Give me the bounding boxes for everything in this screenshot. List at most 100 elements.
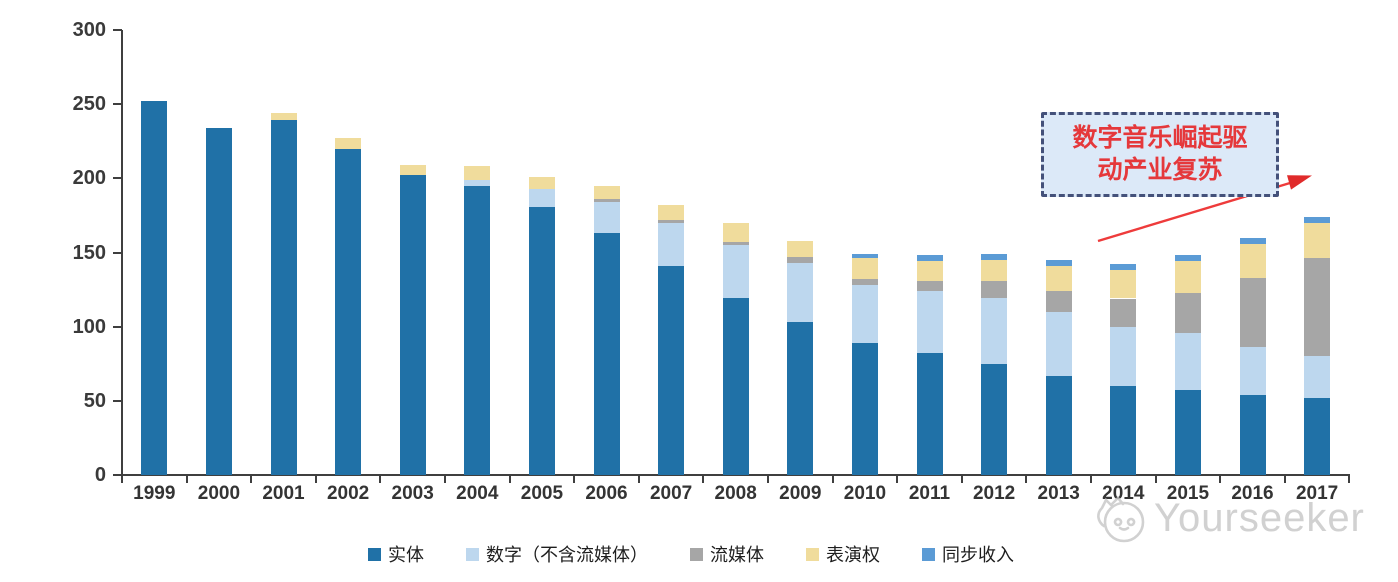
x-tick-label: 2012 [972, 483, 1016, 504]
bar-segment [399, 165, 426, 176]
bar-segment [1045, 375, 1072, 475]
x-tick-mark [1025, 474, 1028, 483]
bar-segment [658, 265, 685, 475]
bar-group-2012 [981, 254, 1008, 475]
bar-segment [787, 262, 814, 323]
x-tick-label: 2017 [1295, 483, 1339, 504]
x-tick-label: 2001 [262, 483, 305, 504]
legend-item: 表演权 [806, 541, 880, 567]
bar-segment [1304, 397, 1331, 475]
bar-segment [981, 259, 1008, 281]
bar-segment [528, 206, 555, 475]
x-tick-label: 2004 [456, 483, 499, 504]
y-tick-label: 50 [83, 389, 106, 412]
legend-label: 表演权 [826, 545, 880, 565]
bar-segment [1110, 386, 1137, 475]
bar-segment [851, 342, 878, 475]
x-tick-mark [831, 474, 834, 483]
bar-segment [1110, 298, 1137, 327]
bar-segment [981, 298, 1008, 364]
x-tick-mark [896, 474, 899, 483]
bar-segment [916, 261, 943, 281]
bar-segment [1304, 356, 1331, 398]
bar-group-2017 [1304, 216, 1331, 475]
legend-swatch-icon [368, 547, 381, 561]
legend-label: 同步收入 [942, 545, 1014, 565]
x-tick-label: 2003 [391, 483, 434, 504]
bar-segment [981, 363, 1008, 475]
legend: 实体 数字（不含流媒体） 流媒体 表演权 同步收入 [368, 541, 1014, 567]
y-tick-label: 0 [94, 464, 106, 486]
annotation-text-line1: 数字音乐崛起驱 [1072, 124, 1248, 152]
bar-segment [1174, 292, 1201, 333]
bar-segment [464, 185, 491, 475]
x-tick-mark [444, 474, 446, 483]
bar-segment [787, 240, 814, 257]
x-tick-label: 2005 [520, 483, 564, 504]
x-tick-mark [121, 474, 123, 483]
y-tick-label: 200 [72, 167, 106, 190]
legend-item: 实体 [368, 541, 424, 567]
bar-group-2003 [399, 165, 426, 475]
x-tick-label: 1999 [133, 483, 176, 504]
legend-swatch-icon [806, 547, 819, 561]
y-tick-label: 250 [72, 93, 106, 116]
bar-segment [916, 280, 943, 292]
bar-segment [851, 258, 878, 280]
bar-segment [658, 219, 685, 223]
x-tick-label: 2008 [714, 483, 757, 504]
bar-segment [1174, 255, 1201, 262]
bar-group-2014 [1110, 264, 1137, 475]
bar-segment [464, 166, 491, 180]
legend-item: 同步收入 [922, 541, 1014, 567]
y-tick-label: 150 [72, 241, 106, 264]
bar-group-2007 [658, 205, 685, 475]
legend-swatch-icon [690, 547, 703, 561]
bar-group-1999 [141, 101, 168, 475]
bar-group-2008 [722, 222, 749, 475]
x-tick-mark [1283, 474, 1286, 483]
bar-group-2016 [1239, 237, 1266, 475]
bar-segment [1045, 265, 1072, 292]
y-axis-line [121, 30, 123, 476]
bar-segment [1174, 390, 1201, 475]
x-tick-mark [379, 474, 382, 483]
bar-segment [528, 176, 555, 189]
legend-label: 数字（不含流媒体） [486, 545, 648, 565]
bar-segment [1304, 258, 1331, 357]
bar-segment [464, 179, 491, 186]
legend-item: 数字（不含流媒体） [466, 541, 648, 567]
bar-segment [593, 233, 620, 475]
bar-segment [399, 175, 426, 475]
annotation-text-line2: 动产业复苏 [1097, 156, 1223, 184]
x-tick-mark [960, 474, 963, 483]
bar-segment [787, 322, 814, 475]
bar-group-2009 [787, 240, 814, 475]
watermark: Yourseeker [1090, 492, 1365, 544]
bar-group-2004 [464, 166, 491, 475]
bar-segment [1174, 332, 1201, 391]
x-tick-label: 2013 [1037, 483, 1080, 504]
x-tick-label: 2009 [779, 483, 822, 504]
bar-group-2001 [270, 113, 297, 475]
bar-group-2013 [1045, 259, 1072, 475]
x-tick-mark [1219, 474, 1222, 483]
bar-segment [1304, 216, 1331, 223]
bar-segment [658, 222, 685, 266]
bar-segment [1045, 291, 1072, 312]
bar-segment [658, 205, 685, 220]
y-tick-mark [113, 177, 122, 180]
bar-segment [270, 120, 297, 475]
bar-segment [851, 285, 878, 343]
x-tick-mark [1348, 474, 1351, 483]
y-tick-label: 300 [72, 19, 106, 41]
x-tick-label: 2000 [197, 483, 241, 504]
bar-segment [528, 188, 555, 207]
bar-segment [981, 254, 1008, 260]
yourseeker-logo-icon [1097, 496, 1145, 543]
bar-segment [1045, 259, 1072, 266]
bar-segment [1174, 261, 1201, 293]
bar-segment [722, 298, 749, 475]
bar-segment [787, 256, 814, 263]
